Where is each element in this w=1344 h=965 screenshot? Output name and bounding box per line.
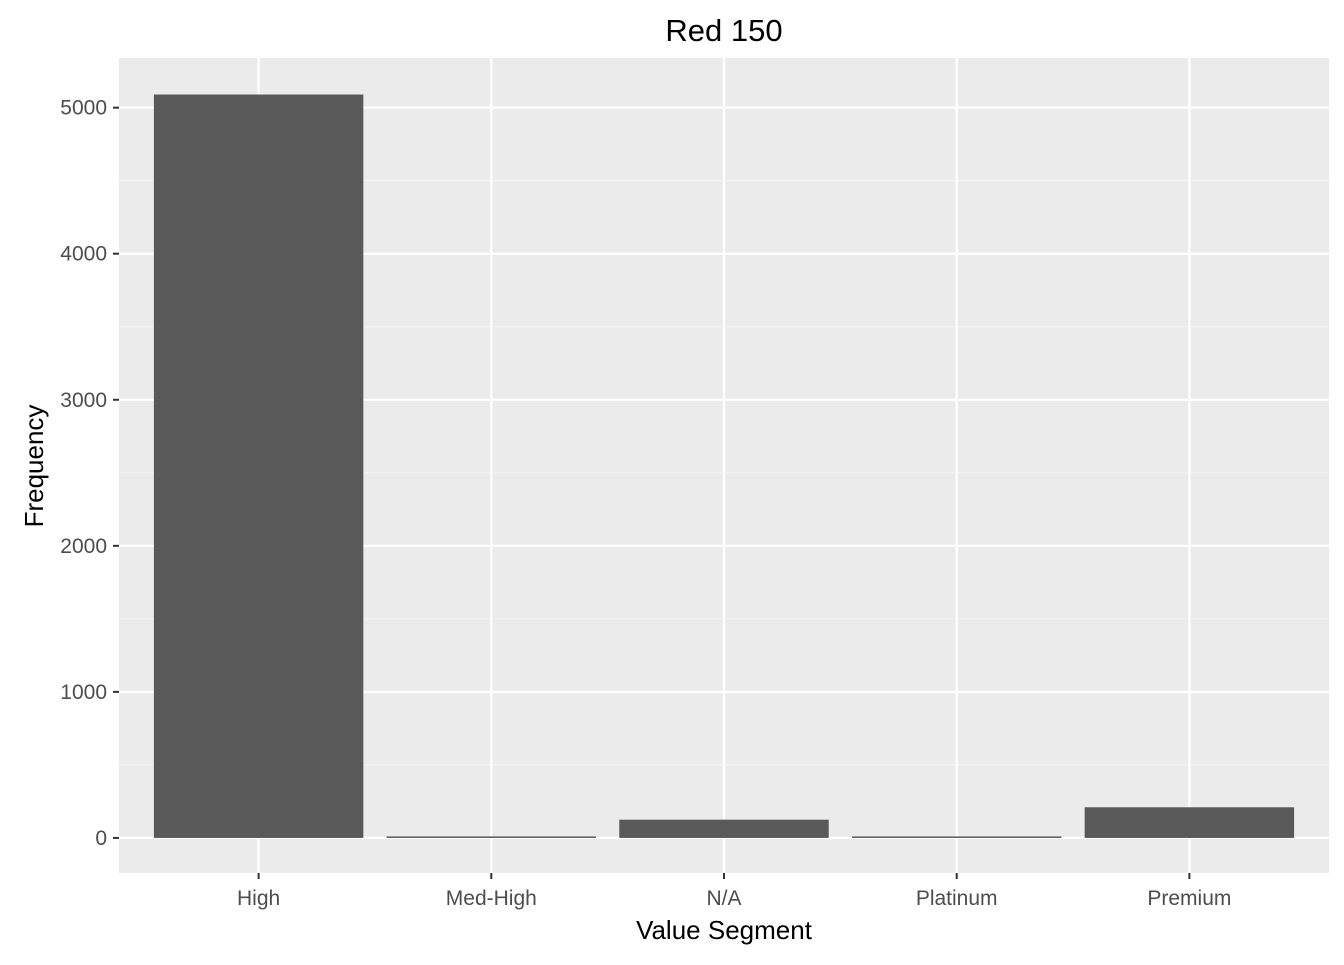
x-tick-label: Platinum [916, 887, 998, 910]
y-tick-label: 3000 [60, 389, 107, 412]
y-tick-label: 4000 [60, 243, 107, 266]
y-tick-label: 5000 [60, 97, 107, 120]
x-tick-label: Med-High [446, 887, 537, 910]
x-axis-title: Value Segment [636, 915, 813, 945]
bar-n-a [619, 819, 829, 838]
y-axis: 0 1000 2000 3000 4000 5000 [60, 97, 119, 850]
y-axis-title: Frequency [19, 405, 49, 528]
y-tick-label: 1000 [60, 681, 107, 704]
x-tick-label: Premium [1147, 887, 1231, 910]
x-tick-label: N/A [706, 887, 741, 910]
bars [153, 94, 1295, 838]
bar-premium [1084, 807, 1295, 838]
bar-med-high [386, 836, 597, 838]
x-tick-label: High [237, 887, 280, 910]
chart-title: Red 150 [665, 13, 782, 48]
bar-platinum [851, 836, 1062, 838]
bar-high [153, 94, 364, 838]
y-tick-label: 2000 [60, 535, 107, 558]
y-tick-label: 0 [95, 827, 107, 850]
x-axis: High Med-High N/A Platinum Premium [237, 873, 1231, 910]
